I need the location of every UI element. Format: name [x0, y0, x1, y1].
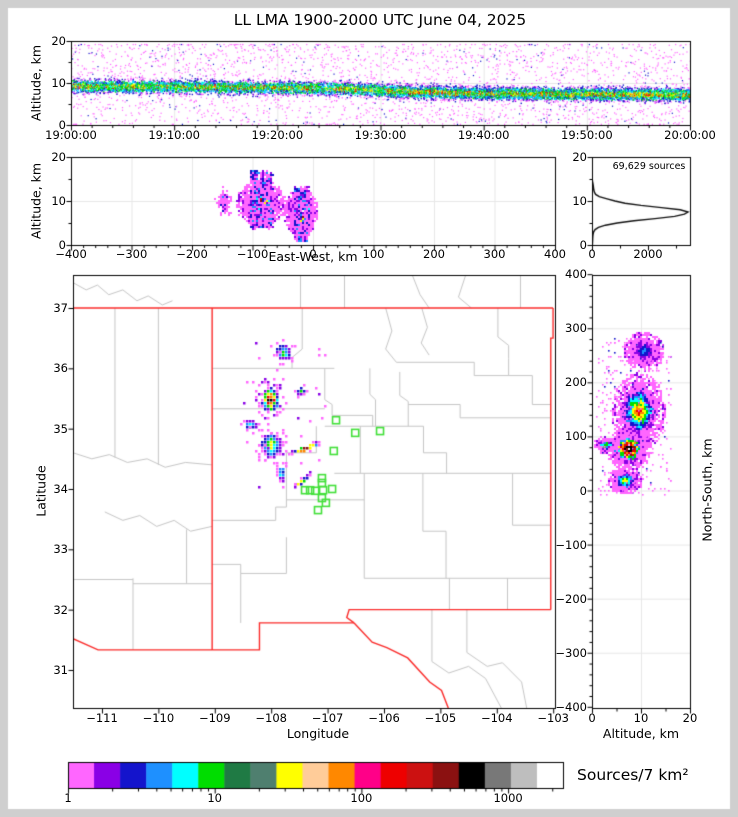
- tick-label: −100: [555, 537, 587, 552]
- ns-panel-x-axis-label: Altitude, km: [602, 726, 680, 741]
- tick-label: 300: [483, 247, 506, 261]
- ns-panel-right-label: North-South, km: [699, 438, 715, 542]
- tick-label: 100: [350, 791, 373, 805]
- tick-label: 10: [51, 76, 66, 90]
- map-x-axis-label: Longitude: [286, 726, 350, 741]
- tick-label: 20:00:00: [664, 128, 716, 142]
- tick-label: 0: [58, 238, 66, 252]
- tick-label: 35: [53, 421, 68, 436]
- tick-label: 10: [633, 711, 649, 725]
- tick-label: −110: [142, 711, 175, 725]
- tick-label: −104: [480, 711, 513, 725]
- tick-label: 19:40:00: [457, 128, 510, 142]
- tick-label: 19:30:00: [354, 128, 407, 142]
- tick-label: 20: [682, 711, 698, 725]
- tick-label: 19:10:00: [148, 128, 200, 142]
- tick-label: 20: [572, 150, 587, 164]
- tick-label: 200: [423, 247, 445, 261]
- tick-label: −100: [236, 247, 269, 261]
- tick-label: 20: [51, 150, 66, 164]
- tick-label: 0: [588, 247, 596, 261]
- tick-label: 400: [565, 267, 587, 282]
- tick-label: 19:50:00: [561, 128, 613, 142]
- tick-label: 1: [64, 791, 72, 805]
- tick-label: 200: [565, 375, 587, 390]
- tick-label: 1000: [493, 791, 523, 805]
- tick-label: 0: [588, 711, 596, 725]
- tick-label: 0: [58, 118, 66, 132]
- tick-label: 31: [53, 662, 68, 677]
- tick-label: 100: [565, 429, 587, 444]
- colorbar-label: Sources/7 km²: [577, 766, 689, 784]
- tick-label: −200: [555, 591, 587, 606]
- tick-label: −400: [55, 247, 87, 261]
- tick-label: 0: [309, 247, 317, 261]
- tick-label: 32: [53, 602, 68, 617]
- tick-label: −105: [424, 711, 457, 725]
- tick-label: 19:20:00: [251, 128, 304, 142]
- tick-label: −108: [255, 711, 287, 725]
- tick-label: 10: [51, 194, 66, 208]
- tick-label: −111: [86, 711, 118, 725]
- tick-label: 400: [544, 247, 566, 261]
- map-y-axis-label: Latitude: [33, 465, 49, 517]
- tick-label: 10: [572, 194, 587, 208]
- tick-label: 0: [579, 483, 587, 498]
- tick-label: −200: [176, 247, 208, 261]
- tick-label: −107: [311, 711, 344, 725]
- ew-panel-y-axis-label: Altitude, km: [28, 162, 44, 240]
- tick-label: −400: [555, 699, 587, 714]
- tick-label: 36: [53, 361, 68, 376]
- plot-title: LL LMA 1900-2000 UTC June 04, 2025: [233, 11, 527, 29]
- tick-label: 300: [565, 321, 587, 336]
- tick-label: 0: [579, 238, 587, 252]
- tick-label: 34: [53, 481, 68, 496]
- tick-label: 2000: [633, 247, 663, 261]
- tick-label: −103: [537, 711, 569, 725]
- tick-label: 20: [51, 34, 66, 48]
- tick-label: −300: [555, 645, 587, 660]
- tick-label: −300: [115, 247, 148, 261]
- tick-label: 33: [53, 542, 68, 557]
- tick-label: 19:00:00: [45, 128, 97, 142]
- time-panel-y-axis-label: Altitude, km: [28, 44, 44, 122]
- tick-label: 10: [207, 791, 223, 805]
- tick-label: −106: [368, 711, 400, 725]
- tick-label: 100: [362, 247, 385, 261]
- ew-panel-x-axis-label: East-West, km: [268, 249, 358, 264]
- tick-label: −109: [198, 711, 231, 725]
- source-count-annotation: 69,629 sources: [612, 161, 686, 172]
- tick-label: 37: [53, 301, 68, 315]
